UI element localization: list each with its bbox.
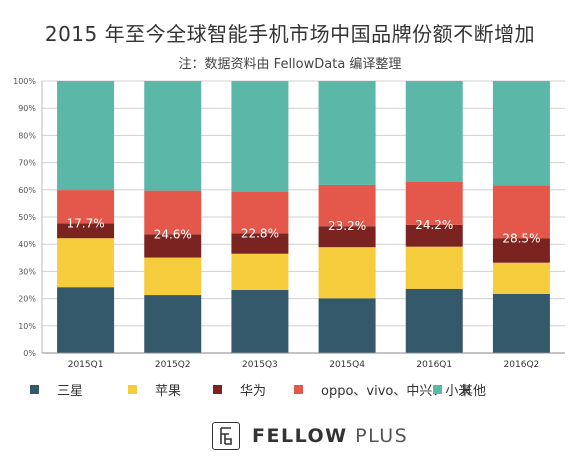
stacked-bar-chart: 0% 10% 20% 30% 40% 50% 60% 70% 80% 90% 100% 17.7% 20… <box>13 77 565 370</box>
bar-value-label: 23.2% <box>328 219 366 233</box>
y-tick-label: 20% <box>18 295 36 304</box>
y-tick-label: 40% <box>18 240 36 249</box>
chart-title: 2015 年至今全球智能手机市场中国品牌份额不断增加 <box>44 22 536 46</box>
fellow-plus-logo-icon <box>212 422 240 450</box>
bar-segment <box>231 253 289 290</box>
y-tick-label: 50% <box>18 213 36 222</box>
legend-item: 其他 <box>433 380 486 399</box>
bar-segment <box>318 81 376 185</box>
legend-label: 苹果 <box>155 384 182 399</box>
logo-text-fellow: FELLOW <box>252 425 348 447</box>
bar-segment <box>144 257 202 296</box>
legend-swatch <box>128 385 137 394</box>
bar-segment <box>318 226 376 248</box>
y-tick-label: 0% <box>23 349 36 358</box>
bar-segment <box>144 295 202 353</box>
bar-segment <box>318 247 376 299</box>
legend-item: 华为 <box>213 380 266 399</box>
bar-segment <box>144 81 202 191</box>
bar-segment <box>57 223 115 239</box>
x-tick-label: 2015Q3 <box>242 360 278 370</box>
bar-segment <box>492 81 550 186</box>
bar-value-label: 28.5% <box>502 231 540 245</box>
bar-segment <box>318 298 376 353</box>
y-tick-label: 100% <box>13 77 36 86</box>
legend-label: 其他 <box>460 384 487 399</box>
y-tick-label: 70% <box>18 159 36 168</box>
x-tick-label: 2015Q2 <box>155 360 191 370</box>
bar-segment <box>492 238 550 263</box>
bar-segment <box>57 287 115 353</box>
bar-segment <box>57 190 115 224</box>
fellow-plus-logo: FELLOW PLUS <box>212 420 408 452</box>
chart-subtitle: 注：数据资料由 FellowData 编译整理 <box>178 57 402 72</box>
x-tick-label: 2016Q2 <box>504 360 540 370</box>
legend-item: 三星 <box>30 380 83 399</box>
bar-segment <box>144 234 202 258</box>
bar-segment <box>318 184 376 227</box>
legend-swatch <box>30 385 39 394</box>
bar-segment <box>57 81 115 191</box>
x-tick-label: 2015Q4 <box>329 360 365 370</box>
legend-label: 华为 <box>240 384 267 399</box>
bar-value-label: 22.8% <box>241 226 279 240</box>
bar-segment <box>492 293 550 353</box>
bar-segment <box>57 238 115 288</box>
x-tick-label: 2016Q1 <box>416 360 452 370</box>
logo-text-plus: PLUS <box>347 425 409 447</box>
bar-value-label: 24.2% <box>415 218 453 232</box>
y-tick-label: 10% <box>18 322 36 331</box>
bar-segment <box>405 181 463 225</box>
legend-label: 三星 <box>57 384 84 399</box>
bar-segment <box>231 233 289 254</box>
bar-segment <box>231 81 289 192</box>
legend-swatch <box>433 385 442 394</box>
bar-segment <box>405 288 463 353</box>
bar-segment <box>405 246 463 289</box>
x-tick-label: 2015Q1 <box>68 360 104 370</box>
bar-segment <box>405 224 463 247</box>
bar-segment <box>231 289 289 353</box>
bar-value-label: 24.6% <box>154 227 192 241</box>
legend-swatch <box>294 385 303 394</box>
legend-swatch <box>213 385 222 394</box>
bar-segment <box>492 185 550 239</box>
y-tick-label: 30% <box>18 267 36 276</box>
y-tick-label: 60% <box>18 186 36 195</box>
bar-segment <box>405 81 463 182</box>
chart-legend: 三星 苹果 华为 oppo、vivo、中兴、小米 其他 <box>30 380 570 399</box>
bar-value-label: 17.7% <box>67 216 105 230</box>
bar-segment <box>231 191 289 234</box>
bar-segment <box>144 190 202 235</box>
legend-item: 苹果 <box>128 380 181 399</box>
bar-segment <box>492 262 550 294</box>
y-tick-label: 80% <box>18 131 36 140</box>
y-tick-label: 90% <box>18 104 36 113</box>
